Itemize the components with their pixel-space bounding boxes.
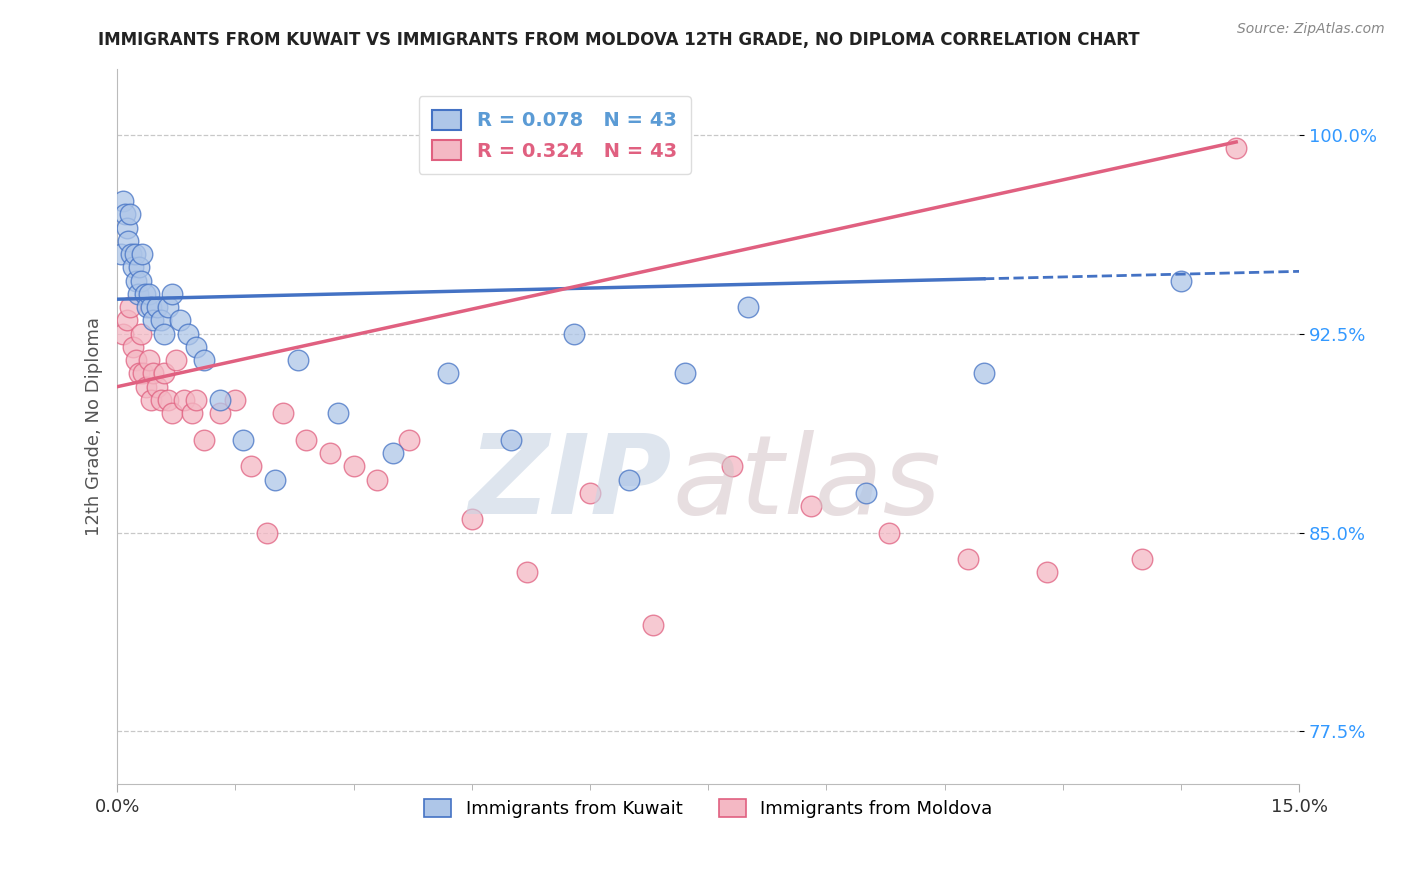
Point [142,367,165,381]
Point [153,367,176,381]
Point [256,525,278,540]
Point [125,274,148,288]
Point [118,207,141,221]
Point [122,340,145,354]
Point [124,247,146,261]
Point [139,392,162,407]
Text: IMMIGRANTS FROM KUWAIT VS IMMIGRANTS FROM MOLDOVA 12TH GRADE, NO DIPLOMA CORRELA: IMMIGRANTS FROM KUWAIT VS IMMIGRANTS FRO… [98,31,1140,49]
Point [184,392,207,407]
Point [135,380,157,394]
Point [271,406,294,420]
Point [129,326,152,341]
Point [295,433,318,447]
Point [1170,274,1192,288]
Point [120,247,142,261]
Point [193,353,215,368]
Point [177,326,200,341]
Text: ZIP: ZIP [470,430,672,537]
Point [641,618,664,632]
Point [114,207,136,221]
Point [398,433,420,447]
Legend: Immigrants from Kuwait, Immigrants from Moldova: Immigrants from Kuwait, Immigrants from … [418,792,1000,825]
Point [153,326,176,341]
Point [263,473,285,487]
Point [136,300,159,314]
Point [1036,566,1059,580]
Point [125,353,148,368]
Point [193,433,215,447]
Point [579,485,602,500]
Point [181,406,204,420]
Point [1225,141,1247,155]
Point [134,286,156,301]
Point [208,392,231,407]
Point [382,446,405,460]
Point [129,274,152,288]
Point [287,353,309,368]
Point [157,300,180,314]
Point [165,353,187,368]
Point [721,459,744,474]
Point [157,392,180,407]
Text: Source: ZipAtlas.com: Source: ZipAtlas.com [1237,22,1385,37]
Point [208,406,231,420]
Point [737,300,759,314]
Point [139,300,162,314]
Point [128,367,150,381]
Point [437,367,460,381]
Point [1130,552,1153,566]
Point [118,300,141,314]
Point [145,300,167,314]
Point [461,512,484,526]
Point [115,313,138,327]
Point [562,326,585,341]
Point [131,247,153,261]
Text: atlas: atlas [672,430,942,537]
Point [127,286,149,301]
Point [855,485,877,500]
Point [957,552,980,566]
Y-axis label: 12th Grade, No Diploma: 12th Grade, No Diploma [86,317,103,536]
Point [342,459,364,474]
Point [145,380,167,394]
Point [319,446,342,460]
Point [169,313,191,327]
Point [173,392,195,407]
Point [501,433,523,447]
Point [516,566,538,580]
Point [973,367,995,381]
Point [149,313,172,327]
Point [132,367,155,381]
Point [112,194,135,208]
Point [240,459,263,474]
Point [117,234,139,248]
Point [112,326,135,341]
Point [879,525,901,540]
Point [232,433,254,447]
Point [326,406,349,420]
Point [138,353,160,368]
Point [162,286,184,301]
Point [673,367,696,381]
Point [149,392,172,407]
Point [162,406,184,420]
Point [224,392,246,407]
Point [110,247,132,261]
Point [619,473,641,487]
Point [122,260,145,275]
Point [115,220,138,235]
Point [184,340,207,354]
Point [138,286,160,301]
Point [366,473,388,487]
Point [142,313,165,327]
Point [128,260,150,275]
Point [800,499,823,513]
